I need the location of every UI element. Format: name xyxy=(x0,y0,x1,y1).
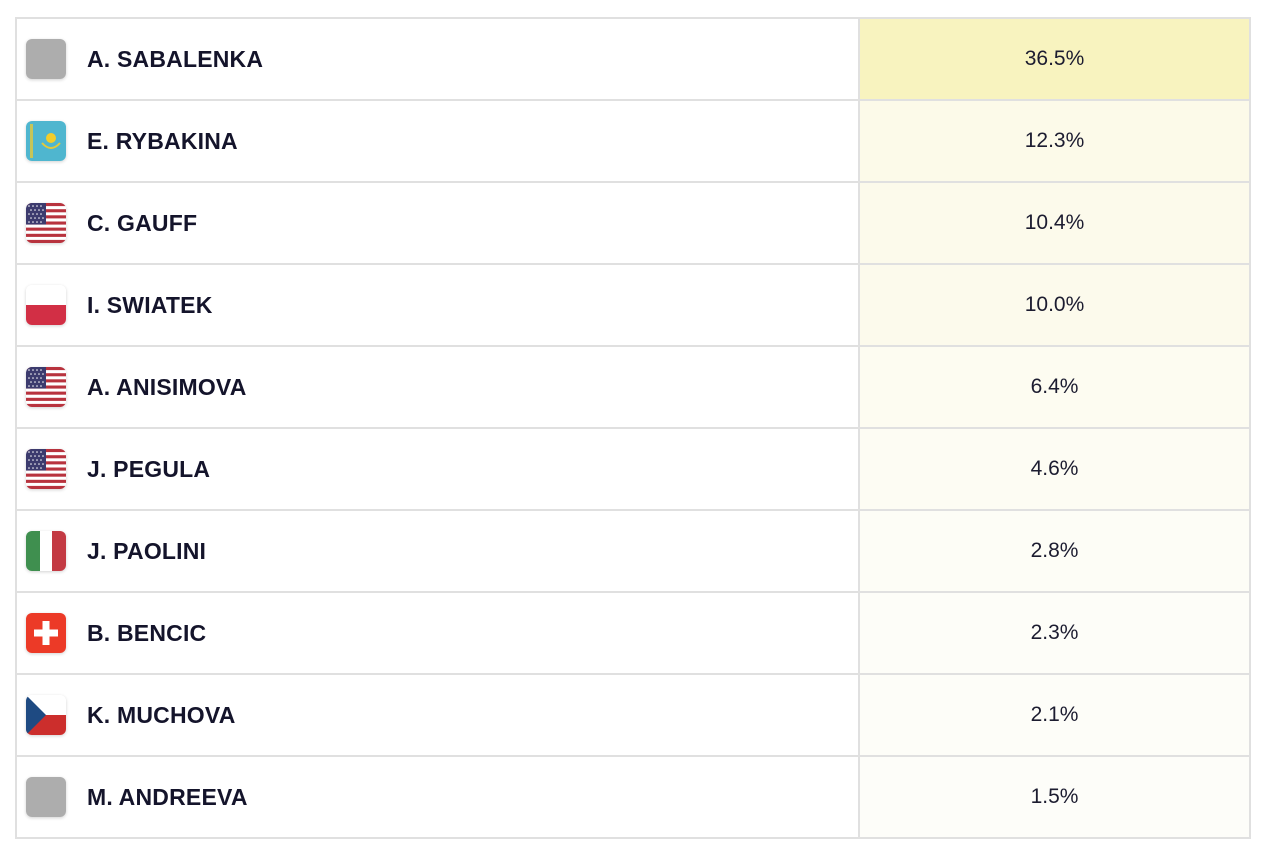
player-name: I. SWIATEK xyxy=(87,291,213,318)
player-name: E. RYBAKINA xyxy=(87,127,238,154)
player-name: A. ANISIMOVA xyxy=(87,373,247,400)
neutral-flag-icon xyxy=(26,39,66,79)
player-cell: J. PAOLINI xyxy=(17,511,860,591)
usa-flag-icon xyxy=(26,367,66,407)
probability-cell: 2.3% xyxy=(860,593,1249,673)
czechia-flag-icon xyxy=(26,695,66,735)
table-row: E. RYBAKINA 12.3% xyxy=(17,101,1249,183)
player-cell: I. SWIATEK xyxy=(17,265,860,345)
table-row: C. GAUFF 10.4% xyxy=(17,183,1249,265)
table-row: I. SWIATEK 10.0% xyxy=(17,265,1249,347)
usa-flag-icon xyxy=(26,449,66,489)
probability-cell: 2.1% xyxy=(860,675,1249,755)
probability-cell: 12.3% xyxy=(860,101,1249,181)
table-row: A. SABALENKA 36.5% xyxy=(17,19,1249,101)
probability-cell: 36.5% xyxy=(860,19,1249,99)
player-cell: M. ANDREEVA xyxy=(17,757,860,837)
probability-cell: 2.8% xyxy=(860,511,1249,591)
player-cell: C. GAUFF xyxy=(17,183,860,263)
probability-cell: 10.4% xyxy=(860,183,1249,263)
player-name: J. PEGULA xyxy=(87,455,211,482)
player-cell: A. SABALENKA xyxy=(17,19,860,99)
player-cell: B. BENCIC xyxy=(17,593,860,673)
player-name: B. BENCIC xyxy=(87,619,207,646)
usa-flag-icon xyxy=(26,203,66,243)
table-row: A. ANISIMOVA 6.4% xyxy=(17,347,1249,429)
player-cell: A. ANISIMOVA xyxy=(17,347,860,427)
kazakhstan-flag-icon xyxy=(26,121,66,161)
player-cell: K. MUCHOVA xyxy=(17,675,860,755)
probability-cell: 6.4% xyxy=(860,347,1249,427)
table-row: J. PEGULA 4.6% xyxy=(17,429,1249,511)
win-probability-table: A. SABALENKA 36.5% E. RYBAKINA 12.3% C. GA… xyxy=(15,17,1251,839)
neutral-flag-icon xyxy=(26,777,66,817)
player-cell: J. PEGULA xyxy=(17,429,860,509)
player-name: J. PAOLINI xyxy=(87,537,207,564)
table-row: B. BENCIC 2.3% xyxy=(17,593,1249,675)
player-cell: E. RYBAKINA xyxy=(17,101,860,181)
switzerland-flag-icon xyxy=(26,613,66,653)
player-name: K. MUCHOVA xyxy=(87,701,236,728)
table-row: K. MUCHOVA 2.1% xyxy=(17,675,1249,757)
poland-flag-icon xyxy=(26,285,66,325)
probability-cell: 10.0% xyxy=(860,265,1249,345)
player-name: C. GAUFF xyxy=(87,209,198,236)
table-row: M. ANDREEVA 1.5% xyxy=(17,757,1249,839)
player-name: M. ANDREEVA xyxy=(87,783,248,810)
italy-flag-icon xyxy=(26,531,66,571)
player-name: A. SABALENKA xyxy=(87,45,264,72)
probability-cell: 4.6% xyxy=(860,429,1249,509)
probability-cell: 1.5% xyxy=(860,757,1249,837)
table-row: J. PAOLINI 2.8% xyxy=(17,511,1249,593)
